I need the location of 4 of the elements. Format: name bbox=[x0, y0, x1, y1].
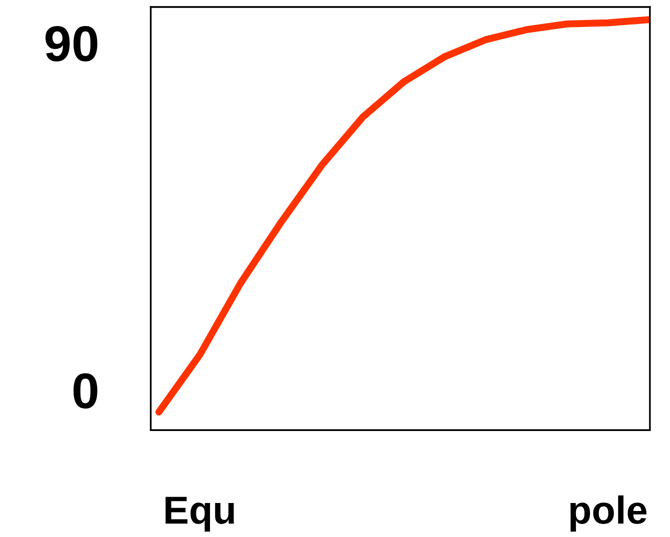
x-tick-label: pole bbox=[570, 495, 647, 532]
x-tick-label: Equ bbox=[166, 496, 234, 532]
y-tick-label: 90 bbox=[45, 26, 98, 62]
y-tick-label: 0 bbox=[74, 373, 98, 409]
